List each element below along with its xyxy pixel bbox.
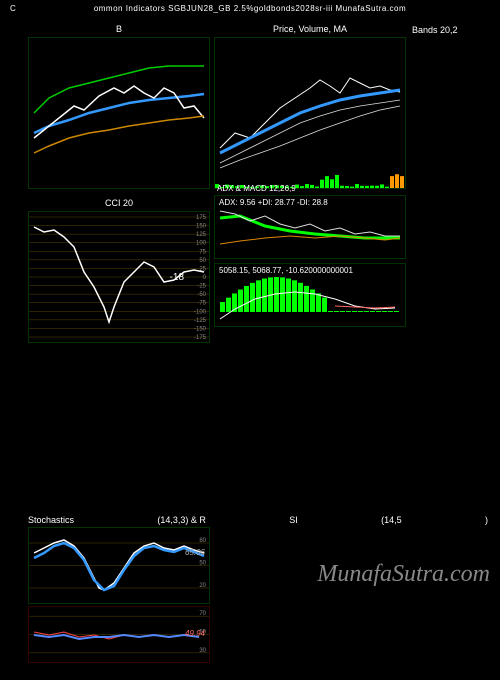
adx-chart: ADX & MACD 12,26,9 ADX: 9.56 +DI: 28.77 … xyxy=(214,195,406,259)
svg-text:-25: -25 xyxy=(197,284,206,290)
rsi-value: 49.94 xyxy=(185,629,205,638)
svg-text:-150: -150 xyxy=(194,326,207,332)
stoch-chart: 80 50 20 65.06 xyxy=(28,527,210,604)
svg-text:70: 70 xyxy=(199,611,206,617)
rsi-params: (14,5 xyxy=(381,515,402,525)
macd-chart: 5058.15, 5068.77, -10.620000000001 xyxy=(214,263,406,327)
svg-text:75: 75 xyxy=(199,249,206,255)
svg-text:-75: -75 xyxy=(197,301,206,307)
bollinger-chart: B xyxy=(28,37,210,189)
svg-text:0: 0 xyxy=(203,275,207,281)
close-paren: ) xyxy=(485,515,488,525)
svg-text:125: 125 xyxy=(196,232,207,238)
cci-chart: CCI 20 1751501251007550250-25-50-75-100-… xyxy=(28,211,210,343)
pv-chart-title: Price, Volume, MA xyxy=(215,24,405,34)
adx-title: ADX & MACD 12,26,9 xyxy=(217,184,407,193)
svg-text:-175: -175 xyxy=(194,335,207,341)
macd-subtitle: 5058.15, 5068.77, -10.620000000001 xyxy=(219,266,353,275)
rsi-chart: 705030 49.94 xyxy=(28,606,210,663)
svg-text:30: 30 xyxy=(199,648,206,654)
svg-text:50: 50 xyxy=(199,258,206,264)
svg-text:-50: -50 xyxy=(197,292,206,298)
svg-text:-125: -125 xyxy=(194,318,207,324)
svg-text:150: 150 xyxy=(196,224,207,230)
stoch-params: (14,3,3) & R xyxy=(157,515,206,525)
adx-subtitle: ADX: 9.56 +DI: 28.77 -DI: 28.8 xyxy=(219,198,328,207)
price-volume-chart: Price, Volume, MA xyxy=(214,37,406,189)
b-chart-title: B xyxy=(29,24,209,34)
svg-text:50: 50 xyxy=(199,561,206,567)
svg-text:80: 80 xyxy=(199,538,206,544)
rsi-label: SI xyxy=(289,515,298,525)
page-header: C ommon Indicators SGBJUN28_GB 2.5%goldb… xyxy=(0,0,500,17)
svg-text:175: 175 xyxy=(196,215,207,221)
bands-label: Bands 20,2 xyxy=(408,21,462,39)
header-center: ommon Indicators SGBJUN28_GB 2.5%goldbon… xyxy=(94,4,406,13)
svg-text:-100: -100 xyxy=(194,309,207,315)
stoch-value: 65.06 xyxy=(185,548,205,557)
svg-text:100: 100 xyxy=(196,241,207,247)
svg-text:20: 20 xyxy=(199,583,206,589)
bottom-titles: Stochastics (14,3,3) & R SI (14,5 ) xyxy=(0,515,488,525)
cci-title: CCI 20 xyxy=(29,198,209,208)
stoch-label: Stochastics xyxy=(28,515,74,525)
watermark: MunafaSutra.com xyxy=(317,561,490,588)
header-left: C xyxy=(10,4,16,13)
